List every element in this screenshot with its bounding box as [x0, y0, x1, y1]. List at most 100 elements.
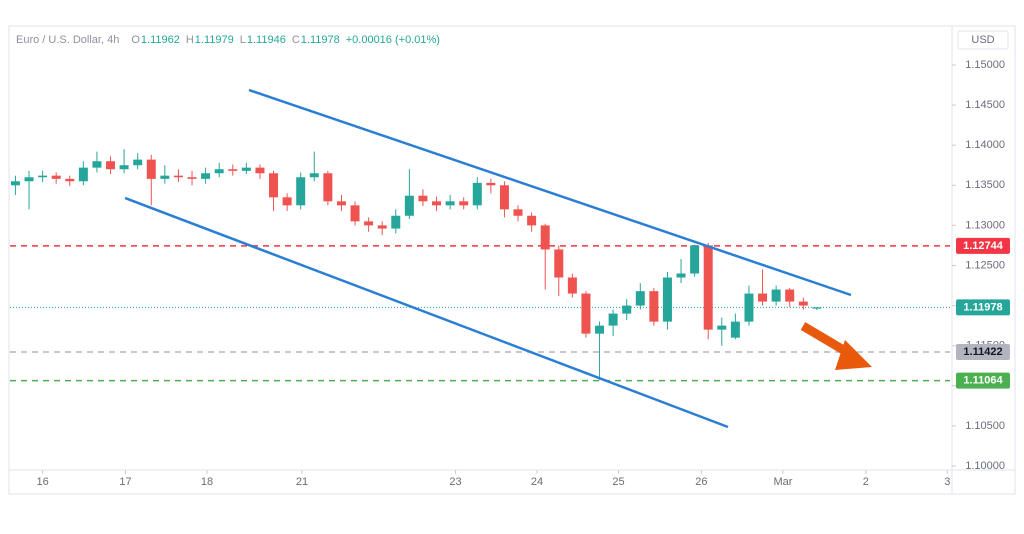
ohlc-value: 1.11978	[301, 34, 340, 46]
candle-body	[404, 195, 414, 216]
candle-body	[798, 301, 808, 306]
price-badge	[956, 299, 1010, 316]
axis-unit[interactable]: USD	[971, 34, 994, 46]
candle-body	[540, 225, 550, 250]
x-tick-label: 18	[201, 476, 213, 488]
candle-body	[187, 177, 197, 179]
candle-body	[323, 173, 333, 202]
candle-body	[160, 175, 170, 179]
candle-body	[228, 169, 238, 171]
candle-body	[296, 177, 306, 206]
y-tick-label: 1.12500	[965, 259, 1005, 271]
candle-body	[622, 305, 632, 314]
candle-body	[10, 181, 20, 186]
y-tick-label: 1.13500	[965, 179, 1005, 191]
price-badge-label: 1.11422	[963, 346, 1002, 358]
candle-body	[703, 245, 713, 330]
unit-box[interactable]	[957, 30, 1009, 50]
x-tick-label: 3	[944, 476, 950, 488]
candle-body	[812, 307, 822, 309]
candle-body	[119, 165, 129, 170]
candle-body	[744, 293, 754, 322]
ohlc-label: O	[131, 34, 140, 46]
candle-body	[24, 177, 34, 182]
candle-body	[241, 167, 251, 171]
candle-body	[554, 249, 564, 278]
candle-body	[133, 159, 143, 166]
price-badge-label: 1.11064	[963, 375, 1003, 387]
ohlc-value: 1.11962	[141, 34, 180, 46]
candle-body	[690, 245, 700, 274]
candle-body	[717, 325, 727, 330]
price-badge	[956, 237, 1010, 254]
candle-body	[106, 161, 116, 170]
y-tick-label: 1.14500	[965, 99, 1005, 111]
candle-body	[499, 185, 509, 210]
change: +0.00016 (+0.01%)	[346, 34, 440, 46]
price-badge-label: 1.11978	[963, 301, 1002, 313]
candle-body	[51, 175, 61, 179]
y-tick-label: 1.10500	[965, 420, 1005, 432]
candle-body	[567, 277, 577, 294]
channel-upper	[248, 88, 852, 297]
candle-body	[350, 205, 360, 222]
candle-body	[527, 215, 537, 226]
x-tick-label: Mar	[773, 476, 792, 488]
x-tick-label: 26	[695, 476, 707, 488]
x-tick-label: 17	[119, 476, 131, 488]
price-badge-label: 1.12744	[963, 240, 1004, 252]
arrow	[800, 322, 872, 370]
candle-body	[269, 173, 279, 198]
plot	[10, 149, 950, 382]
candle-body	[581, 293, 591, 334]
candle-body	[92, 161, 102, 168]
header: Euro / U.S. Dollar, 4h O 1.11962 H 1.11979 L…	[16, 34, 440, 46]
symbol: Euro / U.S. Dollar, 4h	[16, 34, 119, 46]
candle-body	[78, 167, 88, 182]
candle-body	[459, 201, 469, 206]
candle-body	[146, 159, 156, 179]
x-tick-label: 24	[531, 476, 543, 488]
candle-body	[771, 289, 781, 302]
candle-body	[513, 209, 523, 216]
candle-body	[282, 197, 292, 206]
candle-body	[649, 291, 659, 322]
frame	[8, 25, 1016, 495]
candle-body	[635, 291, 645, 306]
candle-body	[472, 182, 482, 206]
candle-body	[201, 173, 211, 179]
candle-body	[486, 182, 496, 186]
candle-body	[676, 273, 686, 278]
ohlc-label: L	[240, 34, 246, 46]
ohlc-value: 1.11946	[247, 34, 286, 46]
ohlc-label: C	[292, 34, 300, 46]
candle-body	[418, 195, 428, 202]
candle-body	[758, 293, 768, 302]
ohlc-value: 1.11979	[195, 34, 234, 46]
candle-body	[38, 175, 48, 178]
candle-body	[65, 178, 75, 182]
candle-body	[377, 225, 387, 229]
x-tick-label: 2	[863, 476, 869, 488]
y-tick-label: 1.10000	[965, 460, 1005, 472]
price-badge	[956, 343, 1010, 360]
y-tick-label: 1.15000	[965, 59, 1005, 71]
x-tick-label: 16	[36, 476, 48, 488]
x-tick-label: 21	[296, 476, 308, 488]
candle-body	[595, 325, 605, 334]
candle-body	[785, 289, 795, 302]
candle-body	[445, 201, 455, 206]
candle-body	[336, 201, 346, 206]
candle-body	[391, 215, 401, 229]
y-tick-label: 1.14000	[965, 139, 1005, 151]
y-tick-label: 1.13000	[965, 219, 1005, 231]
candle-body	[730, 321, 740, 338]
candle-body	[173, 175, 183, 178]
candle-body	[309, 173, 319, 178]
x-tick-label: 23	[449, 476, 461, 488]
candle-body	[255, 167, 265, 174]
candle-body	[214, 169, 224, 174]
channel-lower	[124, 196, 729, 429]
candle-body	[432, 201, 442, 206]
